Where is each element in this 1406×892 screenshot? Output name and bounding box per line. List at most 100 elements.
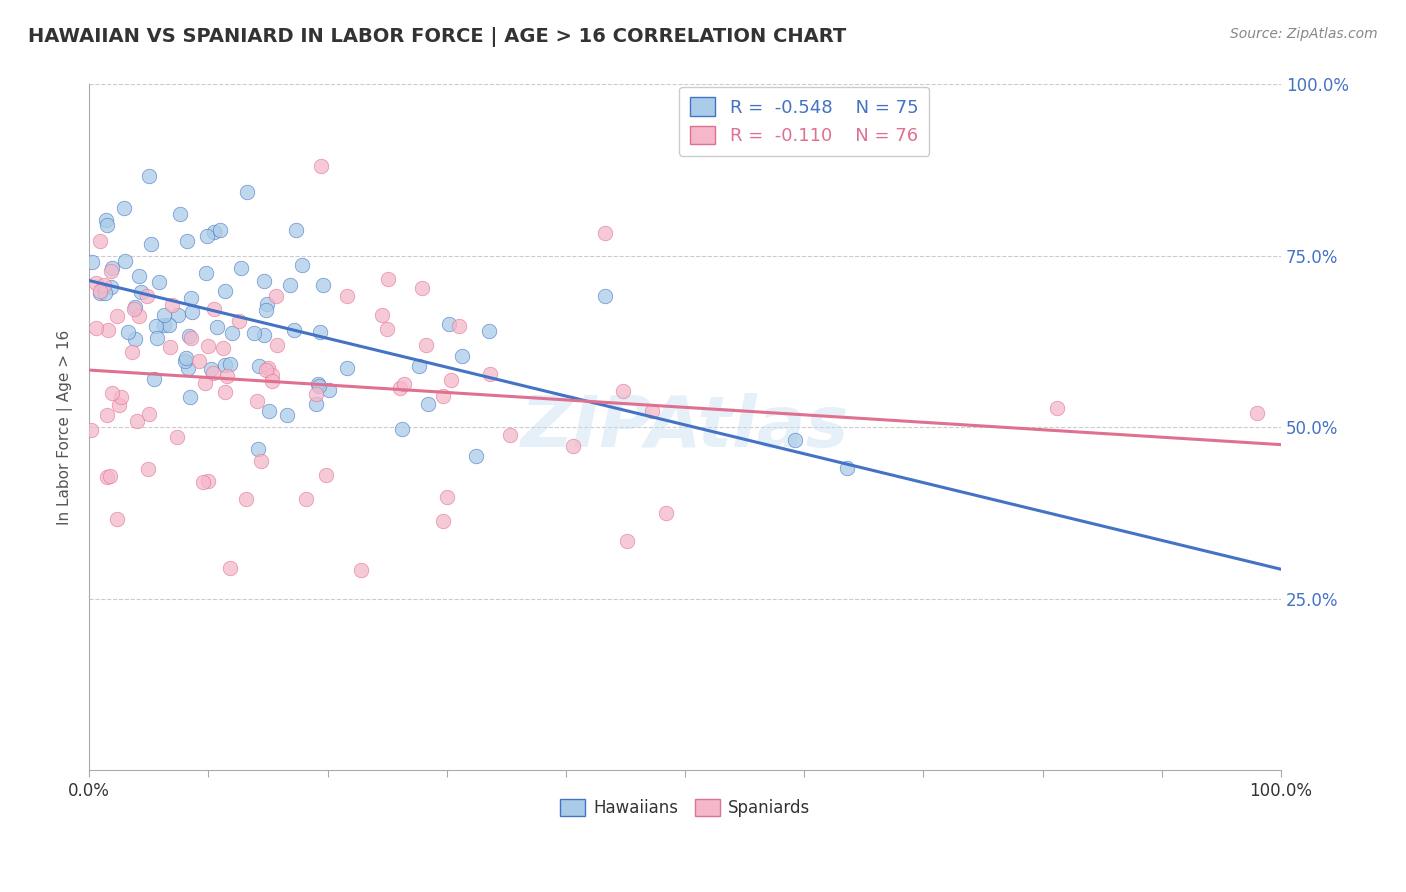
Point xyxy=(236,185,259,199)
Point xyxy=(311,278,333,293)
Point xyxy=(318,383,340,397)
Point xyxy=(195,228,218,243)
Point xyxy=(295,491,318,506)
Point xyxy=(136,462,159,476)
Point xyxy=(159,340,181,354)
Point xyxy=(641,403,664,417)
Point xyxy=(478,368,501,382)
Legend: Hawaiians, Spaniards: Hawaiians, Spaniards xyxy=(553,792,817,823)
Point xyxy=(110,390,132,404)
Point xyxy=(211,341,233,355)
Point xyxy=(121,345,143,359)
Point xyxy=(256,296,278,310)
Point xyxy=(392,377,415,392)
Point xyxy=(105,512,128,526)
Point xyxy=(89,235,111,249)
Point xyxy=(308,326,330,340)
Point xyxy=(96,213,118,227)
Point xyxy=(336,289,359,303)
Point xyxy=(247,359,270,373)
Point xyxy=(112,201,135,215)
Point xyxy=(235,491,257,506)
Point xyxy=(105,309,128,323)
Point xyxy=(136,288,159,302)
Point xyxy=(84,276,107,290)
Point xyxy=(97,323,120,337)
Point xyxy=(167,308,190,322)
Point xyxy=(143,372,166,386)
Point xyxy=(128,309,150,323)
Point xyxy=(465,450,488,464)
Point xyxy=(254,302,277,317)
Point xyxy=(197,474,219,488)
Point xyxy=(96,409,118,423)
Point xyxy=(450,350,472,364)
Point xyxy=(117,326,139,340)
Point xyxy=(1246,406,1268,420)
Point xyxy=(218,560,240,574)
Point xyxy=(174,353,197,368)
Point xyxy=(654,506,676,520)
Point xyxy=(197,339,219,353)
Point xyxy=(305,386,328,401)
Point xyxy=(93,278,115,293)
Point xyxy=(315,467,337,482)
Point xyxy=(153,318,176,333)
Point xyxy=(246,393,269,408)
Point xyxy=(141,236,163,251)
Text: ZIPAtlas: ZIPAtlas xyxy=(520,392,849,462)
Point xyxy=(145,318,167,333)
Point xyxy=(595,226,617,240)
Point xyxy=(411,281,433,295)
Point xyxy=(593,289,616,303)
Point xyxy=(254,362,277,376)
Point xyxy=(177,328,200,343)
Point xyxy=(214,284,236,298)
Point xyxy=(416,396,439,410)
Point xyxy=(499,428,522,442)
Point xyxy=(205,319,228,334)
Point xyxy=(253,274,276,288)
Point xyxy=(291,259,314,273)
Point xyxy=(176,234,198,248)
Point xyxy=(202,225,225,239)
Point xyxy=(127,414,149,428)
Point xyxy=(180,331,202,345)
Point xyxy=(114,254,136,268)
Point xyxy=(153,308,176,322)
Point xyxy=(440,374,463,388)
Point xyxy=(124,333,146,347)
Point xyxy=(250,454,273,468)
Point xyxy=(408,359,430,373)
Point xyxy=(98,468,121,483)
Point xyxy=(436,490,458,504)
Point xyxy=(283,323,305,337)
Point xyxy=(262,368,284,383)
Point xyxy=(169,207,191,221)
Point xyxy=(388,381,411,395)
Point xyxy=(194,376,217,390)
Point xyxy=(284,223,307,237)
Point xyxy=(101,260,124,275)
Point xyxy=(162,298,184,312)
Point xyxy=(243,326,266,340)
Point xyxy=(146,330,169,344)
Point xyxy=(375,322,398,336)
Point xyxy=(266,289,288,303)
Point xyxy=(100,279,122,293)
Point xyxy=(308,379,330,393)
Point xyxy=(187,353,209,368)
Point xyxy=(181,305,204,319)
Point xyxy=(89,284,111,298)
Point xyxy=(1046,401,1069,415)
Point xyxy=(266,337,288,351)
Point xyxy=(253,328,276,343)
Point xyxy=(305,397,328,411)
Point xyxy=(835,460,858,475)
Point xyxy=(307,377,329,392)
Point xyxy=(138,169,160,184)
Point xyxy=(371,308,394,322)
Point xyxy=(391,422,413,436)
Point xyxy=(179,390,201,404)
Point xyxy=(616,534,638,549)
